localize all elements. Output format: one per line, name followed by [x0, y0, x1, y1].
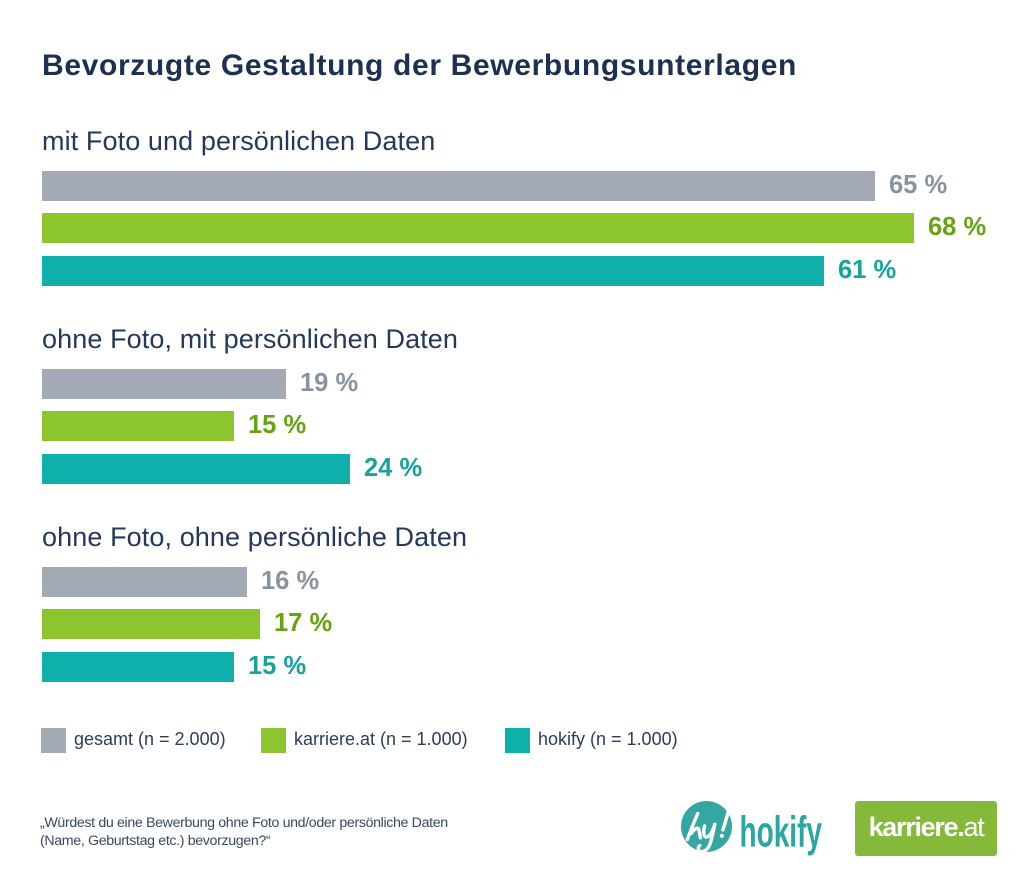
svg-text:hokify: hokify [740, 809, 823, 857]
